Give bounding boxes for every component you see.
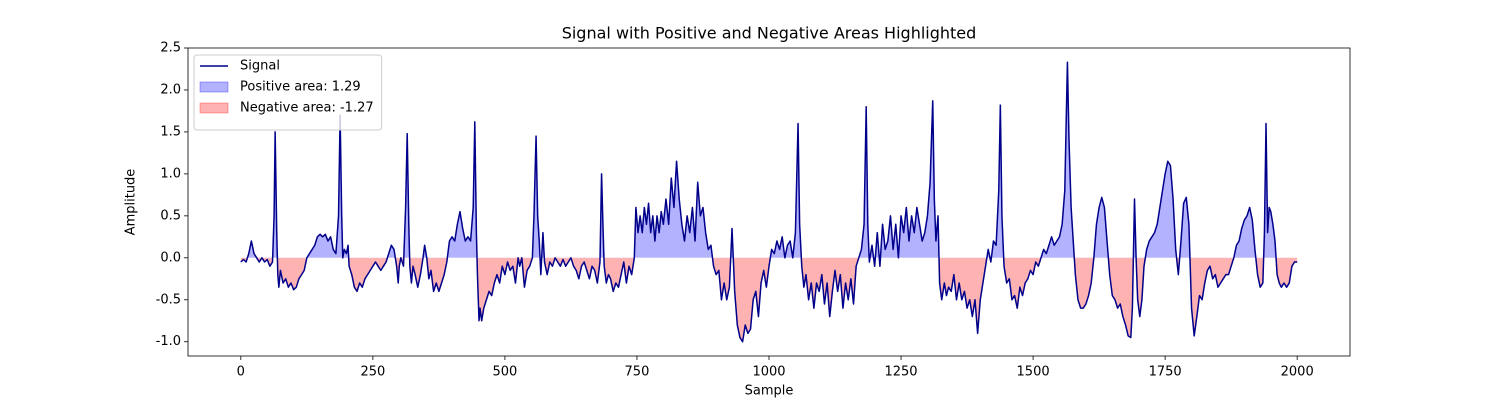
x-tick-label: 1750: [1149, 365, 1182, 380]
legend-box: [193, 54, 383, 131]
x-tick-label: 250: [360, 365, 385, 380]
y-tick-label: 1.0: [160, 166, 181, 181]
y-tick-label: 0.5: [160, 208, 181, 223]
y-tick-label: -0.5: [156, 292, 181, 307]
legend-patch: [199, 102, 229, 114]
legend-label: Positive area: 1.29: [240, 80, 361, 95]
chart-title: Signal with Positive and Negative Areas …: [562, 24, 977, 43]
x-tick-label: 1500: [1017, 365, 1050, 380]
legend-label: Negative area: -1.27: [240, 101, 374, 116]
x-tick-label: 750: [625, 365, 650, 380]
x-tick-label: 500: [492, 365, 517, 380]
signal-line: [240, 61, 1298, 343]
legend-patch: [199, 81, 229, 93]
legend-label: Signal: [240, 59, 280, 74]
fill-area: [240, 257, 1298, 342]
y-tick-label: 0.0: [160, 250, 181, 265]
x-tick-label: 0: [237, 365, 245, 380]
x-tick-label: 2000: [1281, 365, 1314, 380]
y-axis-label: Amplitude: [124, 169, 139, 236]
y-tick-label: 2.0: [160, 82, 181, 97]
y-tick-label: -1.0: [156, 334, 181, 349]
x-axis-label: Sample: [745, 384, 794, 399]
y-tick-label: 2.5: [160, 41, 181, 56]
plot-frame: [187, 47, 1351, 357]
x-tick-label: 1250: [884, 365, 917, 380]
y-tick-label: 1.5: [160, 124, 181, 139]
x-tick-label: 1000: [752, 365, 785, 380]
